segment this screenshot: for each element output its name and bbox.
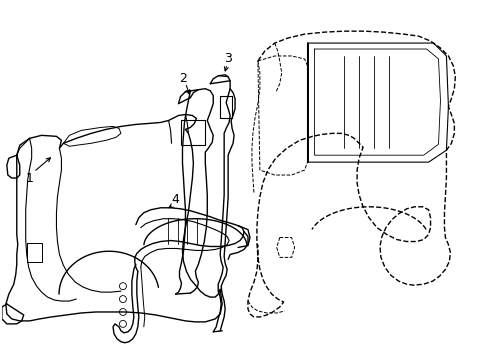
Text: 4: 4 <box>171 193 179 206</box>
Text: 3: 3 <box>224 53 232 66</box>
Text: 2: 2 <box>179 72 187 85</box>
Text: 1: 1 <box>26 171 34 185</box>
